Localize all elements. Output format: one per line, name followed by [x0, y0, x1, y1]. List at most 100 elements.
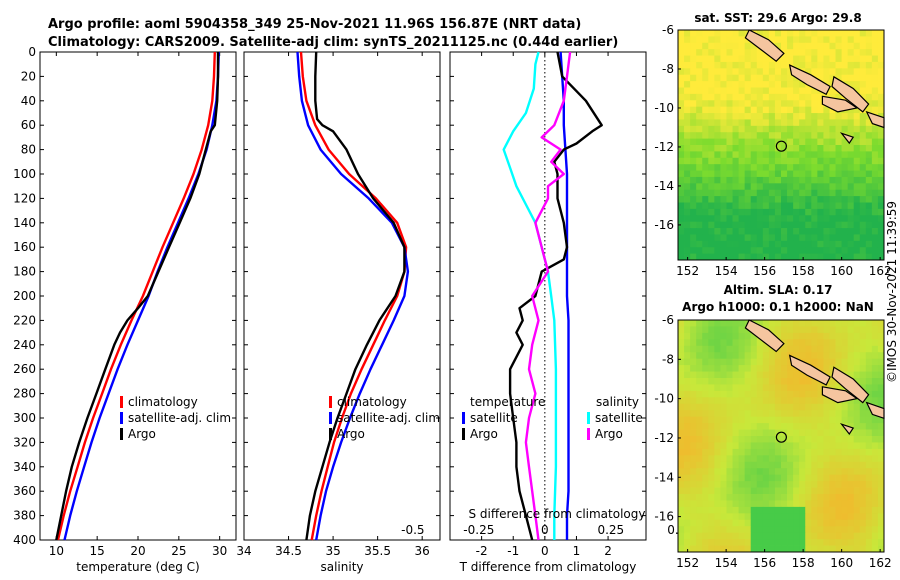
- map-cell: [708, 215, 715, 223]
- map-cell: [714, 390, 721, 398]
- map-cell: [835, 532, 842, 540]
- map-cell: [847, 429, 855, 437]
- map-cell: [787, 138, 794, 146]
- map-cell: [829, 378, 836, 385]
- map-cell: [835, 202, 842, 210]
- map-cell: [720, 170, 727, 178]
- map-cell: [702, 234, 709, 242]
- map-cell: [678, 113, 685, 120]
- map-cell: [702, 228, 709, 235]
- series-line-argo: [305, 51, 406, 541]
- map-cell: [829, 189, 836, 197]
- map-cell: [768, 215, 776, 223]
- map-cell: [847, 55, 855, 63]
- map-cell: [714, 132, 721, 140]
- map-cell: [684, 339, 691, 347]
- map-cell: [762, 545, 770, 553]
- map-cell: [817, 36, 824, 44]
- map-cell: [793, 100, 800, 108]
- map-cell: [720, 176, 727, 184]
- map-cell: [714, 81, 721, 88]
- map-cell: [696, 61, 703, 69]
- map-cell: [690, 176, 697, 184]
- map-island: [788, 354, 831, 386]
- map-cell: [750, 145, 758, 152]
- map-cell: [756, 455, 764, 463]
- depth-tick-label: 20: [21, 69, 36, 83]
- map-cell: [817, 228, 824, 235]
- map-cell: [774, 468, 782, 476]
- map-cell: [732, 429, 739, 437]
- map-cell: [877, 145, 885, 152]
- map-cell: [738, 423, 746, 430]
- map-cell: [690, 378, 697, 385]
- map-cell: [726, 326, 733, 334]
- map-cell: [756, 170, 764, 178]
- map-cell: [865, 68, 873, 76]
- map-cell: [877, 228, 885, 235]
- map-cell: [847, 208, 855, 216]
- map-cell: [702, 455, 709, 463]
- lat-tick-label: -10: [654, 392, 674, 406]
- map-cell: [732, 545, 739, 553]
- map-cell: [678, 189, 685, 197]
- map-cell: [805, 208, 812, 216]
- map-cell: [805, 474, 812, 482]
- difference-panel: -2 -1 0 1 2 -0.5 -0.25 0 0.25 0.5 S difference f…: [401, 51, 686, 574]
- map-cell: [714, 42, 721, 50]
- map-cell: [768, 100, 776, 108]
- map-cell: [823, 320, 830, 327]
- map-cell: [781, 403, 788, 411]
- map-cell: [865, 36, 873, 44]
- map-cell: [720, 145, 727, 152]
- map-cell: [708, 494, 715, 501]
- map-cell: [865, 189, 873, 197]
- map-cell: [732, 196, 739, 203]
- map-cell: [690, 68, 697, 76]
- map-cell: [859, 93, 867, 101]
- map-cell: [799, 345, 806, 353]
- map-cell: [756, 487, 764, 495]
- map-cell: [823, 234, 830, 242]
- map-cell: [708, 196, 715, 203]
- map-cell: [805, 384, 812, 392]
- map-cell: [877, 345, 885, 353]
- map-cell: [696, 487, 703, 495]
- map-cell: [678, 378, 685, 385]
- map-cell: [853, 164, 861, 171]
- map-cell: [696, 183, 703, 191]
- map-cell: [805, 442, 812, 450]
- map-cell: [877, 429, 885, 437]
- map-cell: [720, 390, 727, 398]
- map-cell: [811, 240, 818, 248]
- map-cell: [853, 545, 861, 553]
- map-cell: [714, 157, 721, 165]
- map-cell: [708, 189, 715, 197]
- map-cell: [708, 339, 715, 347]
- map-cell: [726, 378, 733, 385]
- map-cell: [823, 164, 830, 171]
- map-cell: [774, 68, 782, 76]
- map-cell: [829, 461, 836, 469]
- map-cell: [781, 526, 788, 534]
- map-cell: [835, 384, 842, 392]
- map-cell: [732, 68, 739, 76]
- map-cell: [853, 61, 861, 69]
- map-cell: [847, 170, 855, 178]
- map-cell: [732, 189, 739, 197]
- map-cell: [841, 345, 849, 353]
- x-tick-label: 36: [415, 544, 430, 558]
- map-cell: [732, 416, 739, 424]
- map-cell: [738, 332, 746, 340]
- map-cell: [756, 61, 764, 69]
- map-cell: [823, 42, 830, 50]
- map-cell: [774, 365, 782, 372]
- map-cell: [823, 138, 830, 146]
- map-cell: [841, 332, 849, 340]
- map-cell: [865, 481, 873, 488]
- map-cell: [859, 170, 867, 178]
- map-cell: [793, 526, 800, 534]
- map-cell: [708, 87, 715, 95]
- map-cell: [744, 390, 752, 398]
- map-cell: [871, 526, 879, 534]
